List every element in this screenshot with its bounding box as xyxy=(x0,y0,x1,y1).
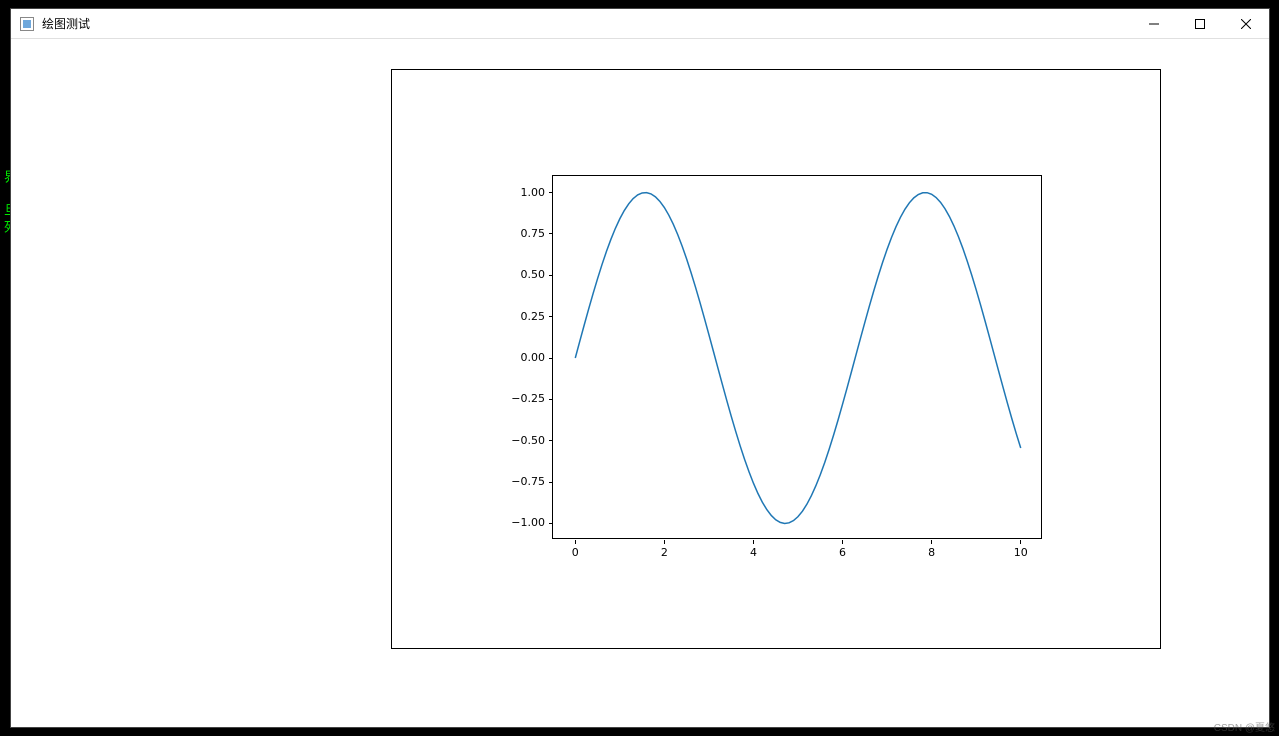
x-tick-mark xyxy=(575,540,576,544)
y-tick-label: 0.50 xyxy=(495,268,545,281)
y-tick-mark xyxy=(549,233,553,234)
app-window: 绘图测试 −1.00 −0.75 −0.50 −0.25 0.00 0.25 0.50 0.7… xyxy=(10,8,1270,728)
y-tick-mark xyxy=(549,440,553,441)
x-tick-mark xyxy=(931,540,932,544)
x-tick-mark xyxy=(842,540,843,544)
y-tick-label: 0.25 xyxy=(495,310,545,323)
x-tick-label: 10 xyxy=(1014,546,1028,559)
app-icon xyxy=(19,16,35,32)
window-title: 绘图测试 xyxy=(42,15,90,32)
sine-line xyxy=(575,193,1020,524)
title-bar[interactable]: 绘图测试 xyxy=(11,9,1269,39)
x-tick-label: 6 xyxy=(839,546,846,559)
y-tick-mark xyxy=(549,482,553,483)
y-tick-label: 1.00 xyxy=(495,186,545,199)
figure-canvas: −1.00 −0.75 −0.50 −0.25 0.00 0.25 0.50 0.75 1.00… xyxy=(391,69,1161,649)
csdn-watermark: CSDN @夏悠 xyxy=(1214,719,1275,734)
y-tick-label: −0.50 xyxy=(495,434,545,447)
y-tick-mark xyxy=(549,316,553,317)
x-tick-label: 4 xyxy=(750,546,757,559)
maximize-button[interactable] xyxy=(1177,9,1223,39)
minimize-button[interactable] xyxy=(1131,9,1177,39)
x-tick-label: 8 xyxy=(928,546,935,559)
x-tick-mark xyxy=(1020,540,1021,544)
close-icon xyxy=(1241,19,1251,29)
x-tick-label: 0 xyxy=(572,546,579,559)
y-tick-label: 0.75 xyxy=(495,227,545,240)
window-client-area: −1.00 −0.75 −0.50 −0.25 0.00 0.25 0.50 0.75 1.00… xyxy=(11,39,1269,727)
x-tick-label: 2 xyxy=(661,546,668,559)
sine-line-svg xyxy=(553,176,1043,540)
y-tick-mark xyxy=(549,275,553,276)
y-tick-label: −0.25 xyxy=(495,392,545,405)
y-tick-label: −0.75 xyxy=(495,475,545,488)
y-tick-mark xyxy=(549,358,553,359)
y-tick-mark xyxy=(549,523,553,524)
minimize-icon xyxy=(1149,19,1159,29)
y-tick-label: 0.00 xyxy=(495,351,545,364)
y-tick-label: −1.00 xyxy=(495,516,545,529)
y-tick-mark xyxy=(549,399,553,400)
x-tick-mark xyxy=(753,540,754,544)
close-button[interactable] xyxy=(1223,9,1269,39)
plot-axes: −1.00−0.75−0.50−0.250.000.250.500.751.00… xyxy=(552,175,1042,539)
x-tick-mark xyxy=(664,540,665,544)
y-tick-mark xyxy=(549,192,553,193)
maximize-icon xyxy=(1195,19,1205,29)
